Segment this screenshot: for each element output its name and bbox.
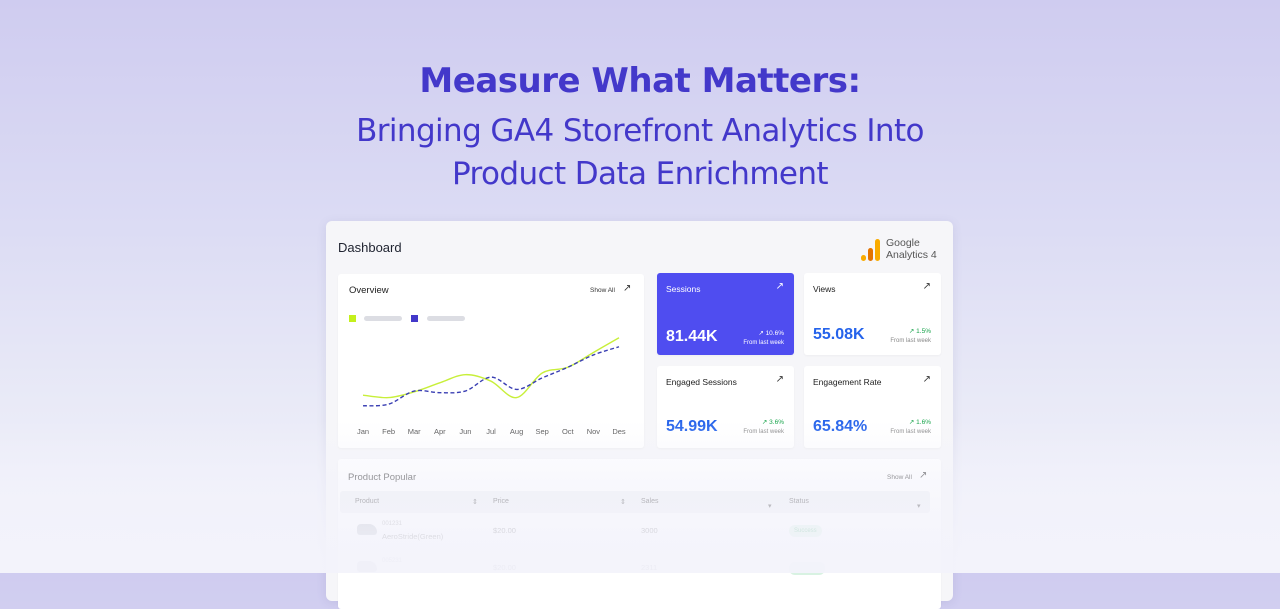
logo-line1: Google	[886, 237, 920, 249]
x-tick-label: Jul	[486, 427, 496, 436]
hero-subtitle-line2: Product Data Enrichment	[452, 156, 829, 192]
dashboard-title: Dashboard	[338, 240, 402, 255]
product-sales: 3000	[641, 526, 658, 535]
product-name: AeroStride(Green)	[382, 532, 444, 541]
column-sales[interactable]: Sales	[641, 498, 659, 505]
sessions-subtext: From last week	[743, 340, 784, 346]
overview-title: Overview	[349, 285, 389, 296]
table-header: Product ⇕ Price ⇕ Sales ▾ Status ▾	[340, 491, 930, 513]
status-badge	[789, 562, 825, 575]
x-tick-label: Jan	[356, 427, 370, 436]
logo-line2: Analytics 4	[886, 249, 937, 261]
overview-line-chart	[362, 337, 620, 407]
x-tick-label: Des	[612, 427, 626, 436]
sort-icon[interactable]: ⇕	[472, 499, 478, 506]
x-tick-label: Apr	[433, 427, 446, 436]
shoe-thumbnail-icon	[357, 561, 377, 572]
engaged-sessions-card[interactable]: Engaged Sessions ↗ 54.99K ↗ 3.6% From la…	[657, 366, 794, 448]
dashboard-panel: Dashboard Google Analytics 4 Overview Sh…	[326, 221, 953, 609]
table-row[interactable]: 001231 AeroStride(Green) $20.00 3000 Suc…	[340, 517, 930, 547]
overview-show-all[interactable]: Show All	[590, 287, 615, 294]
x-tick-label: Sep	[535, 427, 549, 436]
sessions-card[interactable]: Sessions ↗ 81.44K ↗ 10.6% From last week	[657, 273, 794, 355]
views-subtext: From last week	[890, 338, 931, 344]
arrow-up-right-icon[interactable]: ↗	[919, 470, 928, 481]
engaged-sessions-label: Engaged Sessions	[666, 377, 737, 387]
sessions-value: 81.44K	[666, 328, 718, 345]
product-price: $20.00	[493, 526, 516, 535]
engagement-rate-delta: ↗ 1.6%	[908, 419, 931, 426]
overview-card: Overview Show All ↗ Jan Feb Mar Apr Jun Jul Au…	[338, 274, 644, 448]
table-row[interactable]: 005231 $20.00 2311	[340, 554, 930, 584]
product-sales: 2311	[641, 563, 658, 572]
filter-icon[interactable]: ▾	[917, 503, 921, 510]
x-tick-label: Aug	[509, 427, 524, 436]
google-analytics-logo: Google Analytics 4	[861, 235, 941, 263]
legend-label-placeholder-1	[364, 316, 402, 321]
engagement-rate-card[interactable]: Engagement Rate ↗ 65.84% ↗ 1.6% From las…	[804, 366, 941, 448]
x-tick-label: Feb	[382, 427, 396, 436]
arrow-up-right-icon[interactable]: ↗	[623, 283, 632, 294]
hero-subtitle-line1: Bringing GA4 Storefront Analytics Into	[356, 113, 924, 149]
product-id: 005231	[382, 558, 403, 564]
series-line-2	[362, 346, 620, 407]
x-axis-months: Jan Feb Mar Apr Jun Jul Aug Sep Oct Nov Des	[346, 427, 636, 439]
hero: Measure What Matters: Bringing GA4 Store…	[0, 58, 1280, 196]
engagement-rate-label: Engagement Rate	[813, 377, 882, 387]
sessions-label: Sessions	[666, 284, 701, 294]
series-line-1	[362, 337, 620, 399]
engagement-rate-value: 65.84%	[813, 418, 868, 435]
product-popular-title: Product Popular	[348, 472, 417, 483]
legend-swatch-series-1	[349, 315, 356, 322]
legend-label-placeholder-2	[427, 316, 465, 321]
arrow-up-right-icon[interactable]: ↗	[775, 374, 784, 385]
product-show-all[interactable]: Show All	[887, 474, 912, 481]
status-badge: Success	[789, 525, 822, 537]
engaged-sessions-subtext: From last week	[743, 429, 784, 435]
views-card[interactable]: Views ↗ 55.08K ↗ 1.5% From last week	[804, 273, 941, 355]
hero-title: Measure What Matters:	[419, 61, 861, 101]
engagement-rate-subtext: From last week	[890, 429, 931, 435]
column-status[interactable]: Status	[789, 498, 809, 505]
analytics-bars-icon	[861, 239, 881, 261]
arrow-up-right-icon[interactable]: ↗	[922, 374, 931, 385]
shoe-thumbnail-icon	[357, 524, 377, 535]
x-tick-label: Nov	[586, 427, 601, 436]
product-id: 001231	[382, 521, 403, 527]
sessions-delta: ↗ 10.6%	[758, 330, 784, 337]
engaged-sessions-value: 54.99K	[666, 418, 718, 435]
sort-icon[interactable]: ⇕	[620, 499, 626, 506]
product-price: $20.00	[493, 563, 516, 572]
arrow-up-right-icon[interactable]: ↗	[922, 281, 931, 292]
views-label: Views	[813, 284, 836, 294]
legend-swatch-series-2	[411, 315, 418, 322]
filter-icon[interactable]: ▾	[768, 503, 772, 510]
x-tick-label: Mar	[407, 427, 421, 436]
column-price[interactable]: Price	[493, 498, 509, 505]
x-tick-label: Oct	[561, 427, 574, 436]
engaged-sessions-delta: ↗ 3.6%	[761, 419, 784, 426]
x-tick-label: Jun	[459, 427, 472, 436]
views-value: 55.08K	[813, 326, 865, 343]
column-product[interactable]: Product	[355, 498, 380, 505]
arrow-up-right-icon[interactable]: ↗	[775, 281, 784, 292]
views-delta: ↗ 1.5%	[908, 328, 931, 335]
